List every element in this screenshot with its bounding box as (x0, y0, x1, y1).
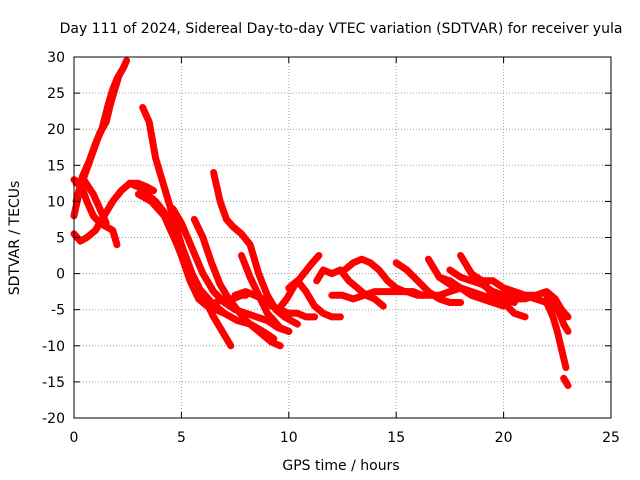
x-tick-label: 25 (602, 430, 620, 446)
series-arc-24 (446, 266, 540, 303)
grid-lines (74, 57, 611, 418)
x-tick-label: 5 (177, 430, 186, 446)
y-tick-label: 25 (47, 86, 65, 102)
y-tick-label: 20 (47, 122, 65, 138)
x-tick-label: 20 (495, 430, 513, 446)
y-tick-label: 10 (47, 194, 65, 210)
y-tick-label: -20 (42, 411, 65, 427)
x-tick-labels: 0 5 10 15 20 25 (70, 430, 620, 446)
y-axis-title: SDTVAR / TECUs (7, 181, 23, 296)
y-tick-label: 30 (47, 50, 65, 66)
x-axis-title: GPS time / hours (282, 458, 399, 474)
series-arc-12 (238, 252, 293, 335)
series-arc-17 (313, 266, 387, 310)
y-tick-labels: -20 -15 -10 -5 0 5 10 15 20 25 30 (42, 50, 65, 427)
series-arc-8 (169, 205, 293, 335)
series-arc-2 (72, 67, 125, 205)
chart-title: Day 111 of 2024, Sidereal Day-to-day VTE… (60, 21, 623, 37)
series-arc-14 (212, 291, 250, 306)
x-tick-label: 15 (387, 430, 405, 446)
y-tick-label: 0 (56, 267, 65, 283)
series-arc-10 (190, 215, 284, 350)
series-arc-28 (560, 374, 572, 389)
y-tick-label: -15 (42, 375, 65, 391)
plot-frame (73, 56, 612, 419)
series-layer (70, 57, 572, 389)
x-tick-label: 0 (70, 430, 79, 446)
series-arc-16 (285, 277, 344, 321)
series-arc-23 (457, 252, 529, 321)
series-arc-20 (392, 259, 465, 306)
y-tick-label: 5 (56, 231, 65, 247)
y-tick-label: 15 (47, 158, 65, 174)
x-tick-label: 10 (280, 430, 298, 446)
series-arc-27 (543, 291, 572, 335)
series-arc-5 (70, 179, 157, 245)
series-arc-3 (70, 176, 121, 249)
y-tick-label: -5 (51, 303, 65, 319)
series-arc-26 (500, 284, 570, 371)
y-tick-label: -10 (42, 339, 65, 355)
